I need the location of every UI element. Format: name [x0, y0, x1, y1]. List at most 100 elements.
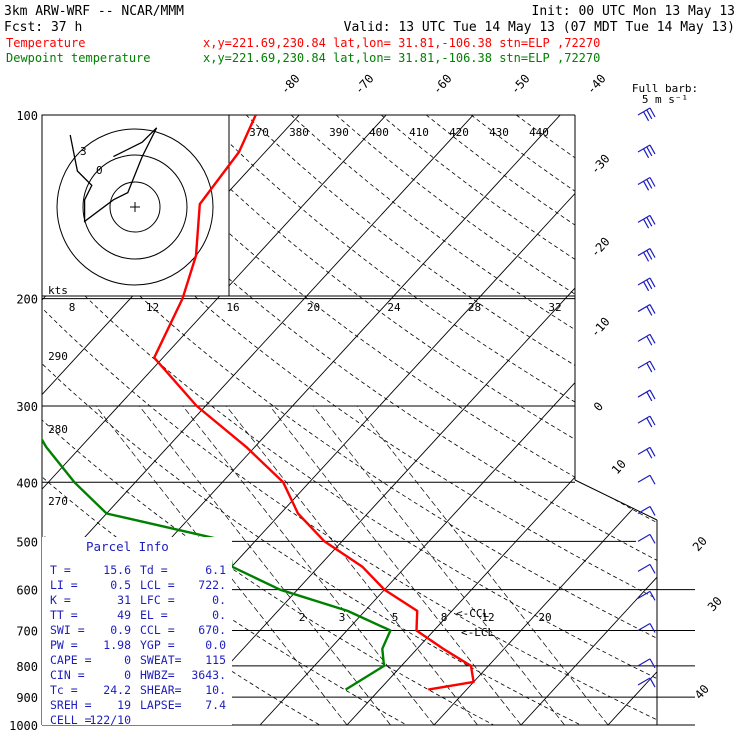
barb-shaft	[637, 176, 651, 186]
isotherm-label: 30	[705, 594, 725, 614]
barb-flag	[649, 474, 656, 485]
legend-dewpoint-label: Dewpoint temperature	[6, 51, 151, 65]
wind-barb	[637, 677, 656, 688]
speed-label: 28	[468, 301, 481, 314]
parcel-info-k2: LAPSE=	[140, 698, 182, 712]
wind-barb	[637, 415, 656, 428]
isotherm	[607, 115, 657, 725]
model-title: 3km ARW-WRF -- NCAR/MMM	[4, 4, 184, 19]
barb-key-value: 5 m s⁻¹	[642, 93, 688, 106]
moist-adiabat	[139, 405, 391, 725]
parcel-info-v1: 0.5	[110, 578, 131, 592]
right-axis-diagonal	[574, 479, 658, 521]
wind-barb	[637, 446, 656, 459]
theta-label: 410	[409, 126, 429, 139]
pressure-tick-label: 900	[16, 691, 38, 705]
isotherm-label: -20	[588, 235, 613, 260]
parcel-info-k2: SHEAR=	[140, 683, 182, 697]
barb-shaft	[637, 360, 651, 369]
parcel-info-v2: 10.	[205, 683, 226, 697]
dry-adiabat	[200, 115, 657, 725]
speed-label: 24	[387, 301, 401, 314]
parcel-info-k2: CCL =	[140, 623, 175, 637]
barb-shaft	[637, 248, 651, 257]
wind-barb	[637, 176, 656, 191]
isotherm-label: 10	[609, 457, 629, 477]
barb-shaft	[637, 474, 651, 483]
barb-flag	[643, 111, 650, 122]
barb-shaft	[637, 563, 651, 572]
parcel-info-v1: 0	[124, 668, 131, 682]
pressure-tick-label: 700	[16, 625, 38, 639]
dry-adiabat	[42, 115, 657, 725]
barb-shaft	[637, 677, 651, 686]
barb-shaft	[637, 505, 651, 514]
barb-flag	[649, 447, 656, 457]
parcel-info-k1: K =	[50, 593, 71, 607]
speed-label: 12	[146, 301, 159, 314]
isotherm	[346, 115, 657, 725]
barb-flag	[646, 146, 653, 157]
parcel-info-v1: 0.9	[110, 623, 131, 637]
lcl-marker: <-LCL	[461, 626, 494, 639]
isotherm-label: -80	[278, 72, 303, 97]
wind-barbs	[637, 107, 656, 688]
pressure-tick-label: 600	[16, 584, 38, 598]
dewpoint-profile	[42, 437, 392, 691]
theta-label: 400	[369, 126, 389, 139]
barb-flag	[646, 109, 653, 120]
parcel-info-k1: SREH =	[50, 698, 92, 712]
theta-label: 370	[249, 126, 269, 139]
barb-flag	[649, 144, 656, 155]
isotherm-label: -70	[352, 72, 377, 97]
dry-adiabat	[42, 115, 657, 725]
pressure-tick-label: 1000	[9, 719, 38, 733]
barb-shaft	[637, 446, 651, 455]
barb-flag	[643, 148, 650, 159]
parcel-info-k2: Td =	[140, 563, 168, 577]
forecast-hour: Fcst: 37 h	[4, 20, 82, 35]
parcel-info-title: Parcel Info	[86, 539, 169, 554]
wind-barb	[637, 622, 656, 633]
wind-barb	[637, 389, 656, 402]
isotherm-label: -40	[584, 72, 609, 97]
wind-barb	[637, 474, 656, 485]
parcel-info-v1: 49	[117, 608, 131, 622]
hodograph-ring-label-b: 0	[96, 164, 103, 177]
theta-label: 270	[48, 495, 68, 508]
barb-key-title: Full barb:	[632, 82, 698, 95]
barb-shaft	[637, 277, 651, 286]
moist-adiabat	[356, 405, 609, 725]
barb-flag	[643, 281, 650, 292]
barb-flag	[649, 564, 656, 574]
speed-label: 8	[69, 301, 76, 314]
dry-adiabat	[42, 115, 657, 725]
parcel-info-k2: LCL =	[140, 578, 175, 592]
legend-temperature-location: x,y=221.69,230.84 lat,lon= 31.81,-106.38…	[203, 36, 600, 50]
barb-flag	[649, 248, 656, 258]
isotherm	[433, 115, 657, 725]
isotherm	[172, 115, 657, 725]
isotherm-label: -60	[430, 72, 455, 97]
barb-shaft	[637, 389, 651, 398]
ccl-marker: <-CCL	[456, 607, 489, 620]
isotherm-label: 40	[692, 682, 712, 702]
parcel-info-k1: T =	[50, 563, 71, 577]
barb-shaft	[637, 622, 651, 632]
dry-adiabat	[42, 115, 581, 725]
parcel-info-v2: 0.0	[205, 638, 226, 652]
speed-label: 32	[548, 301, 561, 314]
dry-adiabat	[335, 115, 657, 725]
barb-flag	[646, 250, 653, 260]
theta-label: 390	[329, 126, 349, 139]
barb-flag	[646, 417, 653, 428]
isotherm	[520, 115, 657, 725]
speed-label: 20	[307, 301, 320, 314]
barb-shaft	[637, 107, 651, 116]
speed-label: 16	[226, 301, 239, 314]
parcel-info-v1: 122/10	[89, 713, 131, 727]
pressure-tick-label: 500	[16, 535, 38, 549]
wind-barb	[637, 360, 656, 373]
isotherm-label: 20	[690, 534, 710, 554]
